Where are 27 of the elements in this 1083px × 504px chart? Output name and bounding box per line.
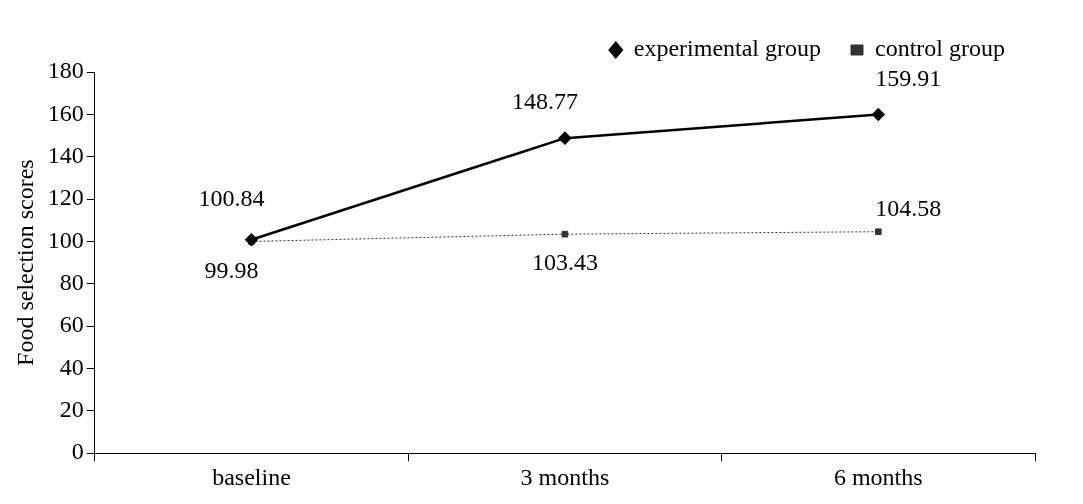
point <box>872 108 885 121</box>
point <box>558 131 572 145</box>
y-tick-label: 80 <box>59 269 84 296</box>
point <box>245 233 258 246</box>
point <box>874 228 882 236</box>
y-tick-label: 40 <box>59 353 84 380</box>
legend-label: experimental group <box>633 35 822 62</box>
y-tick-label: 0 <box>71 438 84 465</box>
point <box>561 230 569 238</box>
data-label: 148.77 <box>511 88 578 115</box>
y-tick-label: 60 <box>59 311 84 338</box>
x-tick-label: baseline <box>212 463 291 490</box>
y-axis-title: Food selection scores <box>11 159 38 366</box>
y-tick-label: 160 <box>47 99 84 126</box>
y-tick-label: 140 <box>47 142 84 169</box>
data-label: 159.91 <box>875 64 942 91</box>
data-label: 104.58 <box>875 195 942 222</box>
y-tick-label: 20 <box>59 396 84 423</box>
data-label: 100.84 <box>198 184 265 211</box>
x-tick-label: 6 months <box>833 463 923 490</box>
data-label: 99.98 <box>204 256 259 283</box>
legend-label: control group <box>875 35 1006 62</box>
y-tick-label: 100 <box>47 226 84 253</box>
data-label: 103.43 <box>531 249 598 276</box>
x-tick-label: 3 months <box>520 463 610 490</box>
y-tick-label: 120 <box>47 184 84 211</box>
y-tick-label: 180 <box>47 57 84 84</box>
